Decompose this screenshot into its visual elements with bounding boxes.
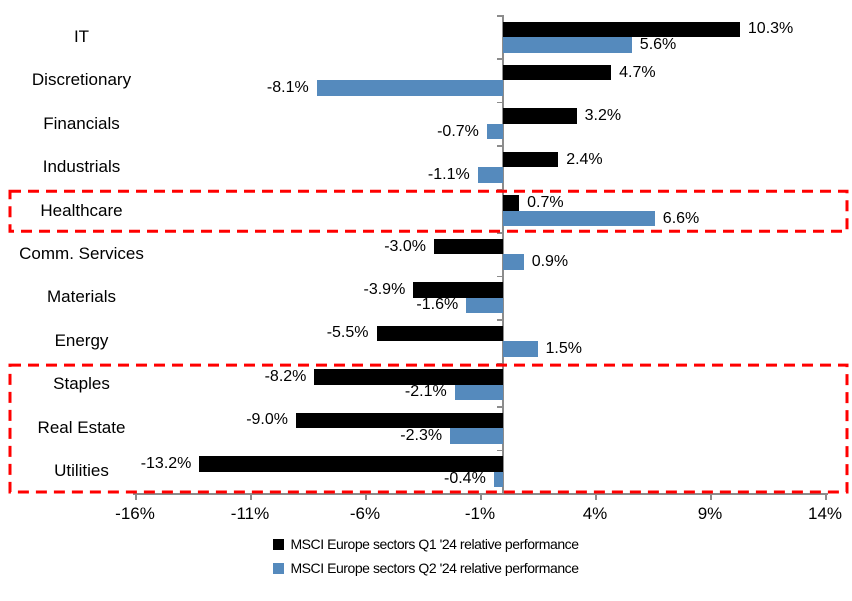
bar-q2-discretionary xyxy=(316,80,503,96)
category-axis-tick xyxy=(496,406,503,408)
category-axis-tick xyxy=(496,188,503,191)
value-label: -3.0% xyxy=(384,237,426,255)
value-label: 0.9% xyxy=(531,253,569,271)
category-label-financials: Financials xyxy=(43,113,120,133)
category-label-discretionary: Discretionary xyxy=(31,70,132,90)
value-label: -8.2% xyxy=(264,367,307,385)
x-axis-tick xyxy=(595,493,597,500)
chart-legend: MSCI Europe sectors Q1 '24 relative perf… xyxy=(0,536,852,576)
value-label: -8.1% xyxy=(266,79,309,97)
bar-q1-comm-services xyxy=(434,238,503,255)
x-axis-tick xyxy=(480,493,482,500)
x-axis-tick xyxy=(135,493,137,500)
category-label-real-estate: Real Estate xyxy=(37,417,126,437)
x-axis-tick-label: -6% xyxy=(349,504,381,523)
legend-label-q2: MSCI Europe sectors Q2 '24 relative perf… xyxy=(290,560,579,576)
bar-q2-staples xyxy=(454,384,503,401)
category-label-energy: Energy xyxy=(54,330,109,350)
x-axis-tick-label: -11% xyxy=(230,504,270,523)
category-axis-tick xyxy=(496,232,503,234)
legend-item-q2: MSCI Europe sectors Q2 '24 relative perf… xyxy=(273,560,579,576)
bar-q2-healthcare xyxy=(503,210,655,227)
category-label-comm-services: Comm. Services xyxy=(19,244,144,263)
bar-q1-real-estate xyxy=(296,412,503,429)
bar-q1-staples xyxy=(314,369,503,385)
bar-q2-comm-services xyxy=(503,254,524,270)
x-axis-tick-label: 14% xyxy=(807,504,843,523)
value-label: 4.7% xyxy=(619,63,656,81)
category-label-healthcare: Healthcare xyxy=(40,200,123,220)
bar-q2-real-estate xyxy=(450,428,503,444)
legend-item-q1: MSCI Europe sectors Q1 '24 relative perf… xyxy=(273,536,579,552)
bar-q1-financials xyxy=(503,108,577,124)
category-axis-tick xyxy=(496,275,503,278)
value-label: 0.7% xyxy=(527,194,564,212)
x-axis-tick-label: 9% xyxy=(697,504,723,523)
bar-q1-healthcare xyxy=(503,195,520,211)
value-label: 5.6% xyxy=(639,35,677,53)
value-label: 3.2% xyxy=(584,107,622,125)
category-axis-tick xyxy=(496,449,503,452)
category-label-materials: Materials xyxy=(47,287,116,307)
category-axis-tick xyxy=(496,493,503,495)
bar-q1-discretionary xyxy=(503,64,612,81)
x-axis-tick-label: -1% xyxy=(464,504,496,523)
x-axis-tick xyxy=(825,493,827,500)
bar-q2-utilities xyxy=(493,471,503,488)
value-label: 2.4% xyxy=(566,150,603,168)
x-axis-tick-label: -16% xyxy=(115,504,155,523)
category-axis-tick xyxy=(496,15,503,17)
bar-q2-industrials xyxy=(477,167,503,183)
value-label: -13.2% xyxy=(140,454,192,472)
bar-q2-materials xyxy=(466,297,503,314)
category-label-utilities: Utilities xyxy=(54,461,109,481)
value-label: -0.4% xyxy=(444,470,486,488)
value-label: -2.1% xyxy=(404,383,447,401)
value-label: 1.5% xyxy=(545,339,582,357)
x-axis-tick xyxy=(250,493,252,500)
category-label-staples: Staples xyxy=(53,374,110,394)
bar-q1-energy xyxy=(376,325,503,342)
bar-q2-energy xyxy=(503,341,538,357)
x-axis-tick xyxy=(365,493,367,500)
value-label: 10.3% xyxy=(747,20,794,38)
category-axis-tick xyxy=(496,362,503,365)
value-label: -2.3% xyxy=(400,426,443,444)
category-axis-tick xyxy=(496,101,503,104)
category-axis-tick xyxy=(496,58,503,60)
bar-q1-industrials xyxy=(503,151,559,168)
value-label: -1.6% xyxy=(416,296,459,314)
bar-q1-it xyxy=(503,21,740,37)
value-label: -0.7% xyxy=(437,122,479,140)
legend-swatch-q2 xyxy=(273,562,285,574)
x-axis-tick-label: 4% xyxy=(582,504,608,523)
value-label: -3.9% xyxy=(363,280,406,298)
category-label-industrials: Industrials xyxy=(42,157,121,177)
category-label-it: IT xyxy=(73,26,90,46)
value-label: -9.0% xyxy=(246,411,288,429)
bar-q1-materials xyxy=(413,282,503,298)
category-axis-tick xyxy=(496,145,503,147)
value-label: -1.1% xyxy=(427,166,470,184)
legend-label-q1: MSCI Europe sectors Q1 '24 relative perf… xyxy=(290,536,579,552)
value-label: 6.6% xyxy=(662,209,700,227)
value-label: -5.5% xyxy=(326,324,369,342)
x-axis-tick xyxy=(710,493,712,500)
bar-q1-utilities xyxy=(199,456,503,472)
legend-swatch-q1 xyxy=(273,538,285,550)
category-axis-tick xyxy=(496,319,503,321)
bar-q2-it xyxy=(503,37,632,53)
bar-q2-financials xyxy=(486,123,503,140)
